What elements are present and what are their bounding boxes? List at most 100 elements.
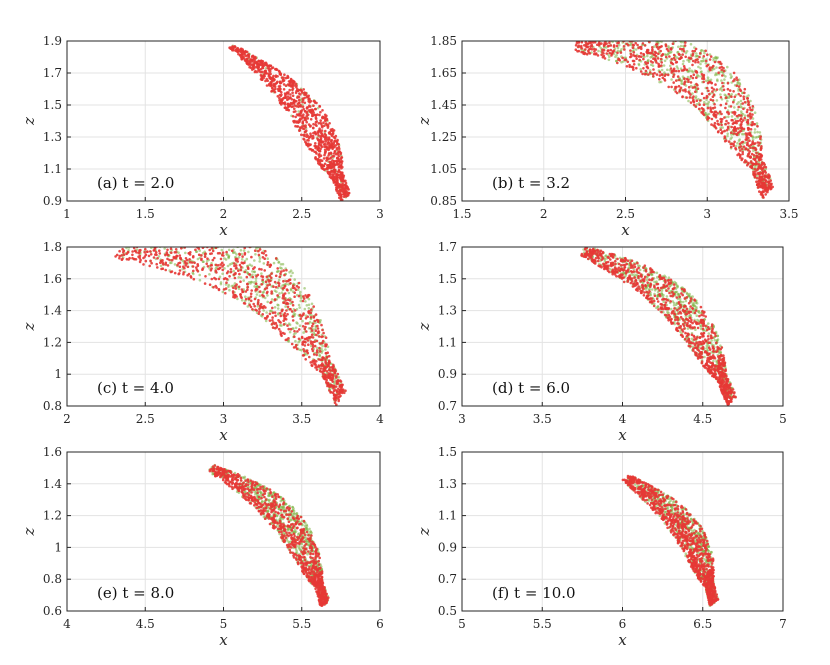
particle-red — [263, 269, 267, 272]
particle-red — [314, 151, 318, 154]
particle-green — [239, 249, 243, 252]
particle-green — [612, 35, 615, 38]
particle-green — [691, 70, 695, 74]
particle-green — [688, 67, 691, 70]
particle-green — [708, 53, 712, 56]
particle-red — [747, 101, 750, 104]
particle-red — [685, 68, 689, 72]
particle-green — [667, 276, 671, 280]
particle-red — [149, 259, 152, 263]
particle-red — [191, 255, 195, 259]
particle-red — [220, 261, 224, 265]
particle-red — [340, 198, 344, 201]
particle-red — [286, 289, 289, 292]
particle-red — [262, 64, 266, 67]
particle-green — [709, 78, 713, 82]
particle-green — [693, 304, 696, 308]
particle-red — [331, 170, 334, 174]
particle-green — [751, 138, 755, 141]
particle-red — [316, 320, 320, 324]
particle-red — [178, 254, 182, 257]
particle-red — [242, 55, 245, 59]
particle-green — [703, 355, 706, 359]
particle-red — [328, 376, 331, 380]
particle-red — [314, 120, 318, 124]
particle-red — [247, 56, 251, 59]
particle-red — [338, 395, 341, 399]
particle-red — [333, 393, 336, 397]
particle-red — [281, 287, 285, 290]
particle-green — [226, 264, 230, 268]
particle-red — [222, 242, 225, 245]
particle-red — [185, 244, 188, 247]
particle-red — [225, 250, 228, 254]
particle-red — [337, 168, 341, 172]
particle-red — [289, 85, 293, 88]
particle-red — [609, 44, 613, 47]
particle-red — [321, 375, 325, 378]
particle-red — [188, 261, 192, 264]
particle-green — [727, 96, 731, 99]
particle-red — [335, 389, 339, 393]
particle-red — [303, 96, 306, 100]
particle-red — [666, 73, 670, 77]
particle-green — [662, 64, 666, 67]
particle-red — [286, 302, 290, 306]
particle-green — [300, 348, 303, 352]
particle-red — [733, 95, 737, 99]
particle-red — [337, 189, 341, 193]
particle-red — [225, 242, 228, 245]
particle-red — [137, 251, 140, 255]
particle-red — [698, 55, 701, 59]
particle-red — [608, 37, 611, 40]
particle-red — [282, 83, 286, 86]
particle-red — [278, 87, 282, 90]
particle-red — [319, 147, 322, 151]
particle-green — [650, 55, 654, 58]
particle-red — [319, 367, 323, 370]
particle-green — [266, 300, 270, 304]
particle-red — [272, 285, 275, 289]
particle-red — [318, 155, 321, 159]
particle-green — [638, 36, 641, 39]
particle-green — [681, 300, 685, 304]
particle-red — [236, 46, 239, 50]
particle-green — [258, 260, 262, 263]
particle-green — [147, 242, 150, 245]
particle-red — [232, 293, 235, 297]
particle-green — [716, 79, 719, 83]
particle-green — [680, 82, 683, 85]
particle-red — [750, 161, 753, 164]
particle-green — [208, 273, 211, 276]
particle-red — [723, 136, 727, 140]
particle-red — [691, 76, 695, 80]
particle-green — [646, 36, 649, 39]
particle-red — [741, 150, 744, 154]
particle-red — [232, 286, 235, 290]
particle-red — [322, 356, 325, 360]
particle-red — [295, 84, 298, 88]
particle-green — [196, 257, 200, 261]
particle-red — [222, 263, 225, 267]
particle-red — [345, 194, 349, 198]
particle-green — [148, 234, 151, 237]
particle-green — [262, 309, 266, 312]
particle-green — [215, 265, 218, 269]
particle-red — [286, 313, 289, 316]
particle-red — [617, 57, 621, 61]
particle-green — [679, 300, 683, 304]
particle-red — [766, 190, 769, 194]
particle-red — [759, 185, 763, 189]
particle-red — [312, 353, 316, 356]
particle-red — [188, 242, 191, 245]
particle-red — [300, 91, 304, 94]
particle-red — [670, 57, 673, 61]
particle-red — [282, 79, 286, 82]
particle-red — [149, 242, 152, 245]
particle-green — [278, 323, 282, 327]
particle-red — [216, 264, 220, 267]
particle-red — [678, 90, 681, 93]
particle-green — [632, 273, 635, 277]
particle-green — [190, 235, 193, 238]
particle-green — [657, 38, 660, 41]
